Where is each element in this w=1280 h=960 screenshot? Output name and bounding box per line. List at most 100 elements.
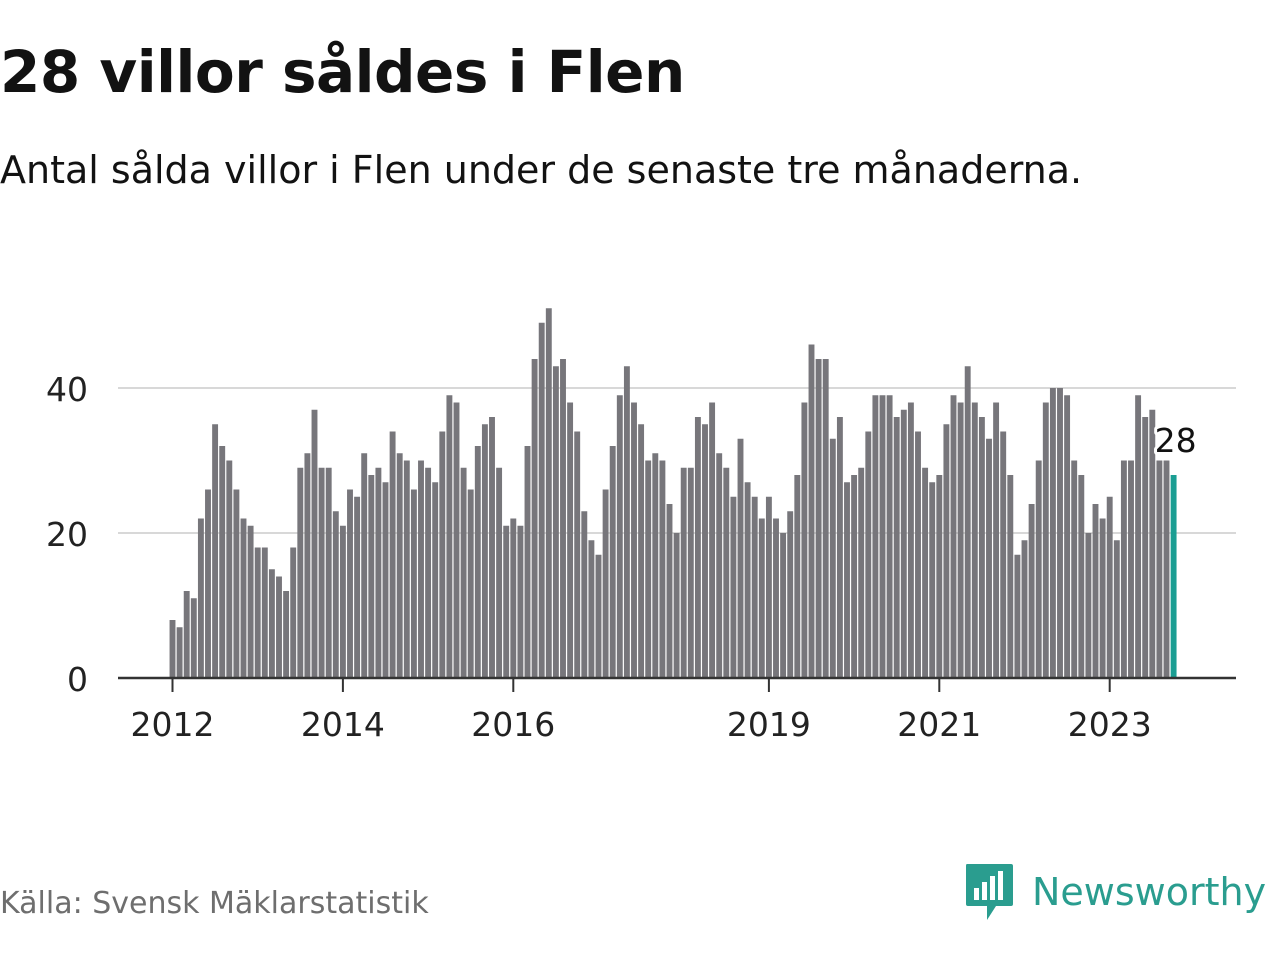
bar [744,482,751,678]
x-tick-label: 2023 [1068,705,1152,744]
bar [276,576,282,678]
bar [808,344,815,678]
bar [503,525,510,678]
bar [538,322,545,678]
bar [453,402,460,678]
bar [403,460,410,678]
y-tick-label: 40 [46,370,88,409]
bar [233,489,240,678]
bar [673,533,680,678]
bar [226,460,233,678]
bar [1000,431,1007,678]
bar [1035,460,1042,678]
bar [659,460,666,678]
bar [560,359,566,678]
x-tick-label: 2016 [471,705,555,744]
bar [723,467,730,678]
bar [822,359,829,678]
bar [481,424,488,678]
bar [929,482,936,678]
bar [758,518,765,678]
bar [957,402,964,678]
bar [993,402,1000,678]
bar [694,417,701,678]
bar [765,496,772,678]
bar [716,453,723,678]
y-tick-label: 20 [46,515,88,554]
bar [1113,540,1120,678]
bar [1128,460,1134,678]
brand-logo: Newsworthy [964,862,1266,922]
bar [240,518,247,678]
bar [389,431,396,678]
bar [815,359,822,678]
bar [844,482,850,678]
bar [283,591,290,678]
bar [730,496,737,678]
bar [1099,518,1106,678]
bar [205,489,211,678]
bar [1021,540,1028,678]
bar [595,554,602,678]
bar [297,467,304,678]
bar [709,402,716,678]
bar [1071,460,1078,678]
bar [623,366,630,678]
bar [900,409,907,678]
bar [304,453,311,678]
bar [1014,554,1021,678]
bar [1142,417,1149,678]
bar [666,504,673,678]
bar [858,467,865,678]
bar [183,591,190,678]
bar [609,446,616,678]
bar [474,446,481,678]
x-axis-labels: 2012 2014 2016 2019 2021 2023 [131,705,1152,744]
bar [446,395,453,678]
x-axis [118,676,1236,692]
bar [1049,388,1056,678]
bar [332,511,339,678]
bar [1092,504,1099,678]
bar [1064,395,1071,678]
y-tick-label: 0 [67,660,88,699]
bar [382,482,389,678]
bar [361,453,368,678]
bar [1149,409,1156,678]
bar [325,467,332,678]
bar [943,424,950,678]
annotations: 28 [1152,418,1200,463]
brand-name: Newsworthy [1032,870,1267,914]
bar [545,308,552,678]
bar [915,431,921,678]
bar [1078,475,1085,678]
bar [1120,460,1127,678]
bar [638,424,645,678]
bar [290,547,297,678]
bar [524,446,531,678]
bar-highlight [1170,475,1177,678]
bar [794,475,801,678]
bar [971,402,978,678]
bar [425,467,432,678]
bar [496,467,503,678]
x-tick-label: 2012 [131,705,215,744]
bar [467,489,474,678]
bar [347,489,353,678]
bar [652,453,659,678]
bar [169,620,176,678]
bar [460,467,467,678]
bar [339,525,346,678]
bar [680,467,687,678]
bar [872,395,879,678]
chart-subtitle: Antal sålda villor i Flen under de senas… [0,148,1083,192]
bar [410,489,417,678]
bar [311,409,318,678]
bar [801,402,808,678]
bar [865,431,872,678]
bar [631,402,637,678]
y-axis-labels: 0 20 40 [46,370,88,699]
bar [588,540,595,678]
bar [936,475,943,678]
bar [780,533,787,678]
